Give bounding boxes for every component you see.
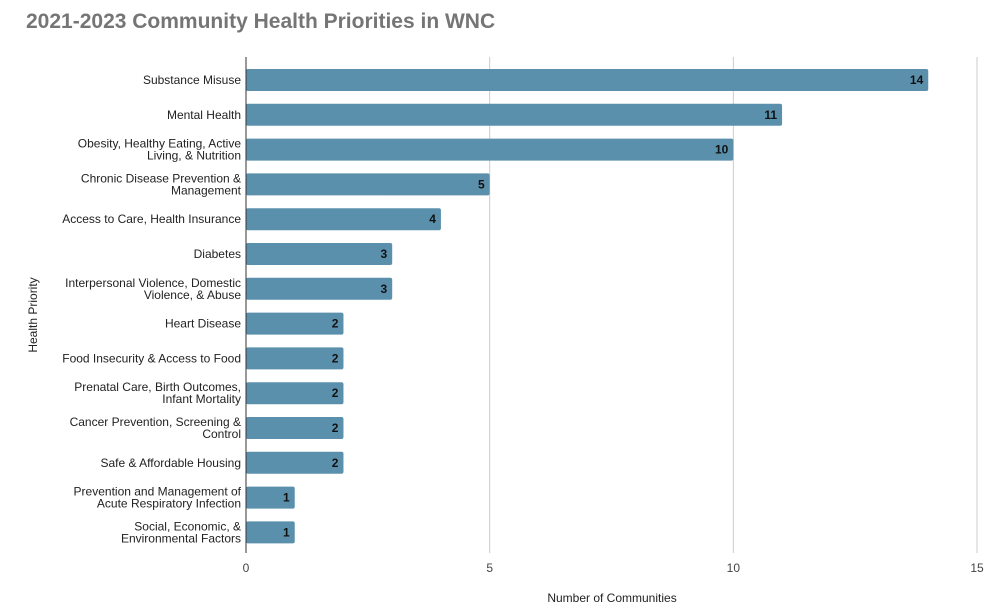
category-label: Acute Respiratory Infection <box>97 497 241 511</box>
bar <box>246 486 295 509</box>
bar-value-label: 1 <box>283 525 290 539</box>
category-label: Cancer Prevention, Screening & <box>70 415 241 429</box>
x-axis-title: Number of Communities <box>547 591 676 605</box>
bar <box>246 173 490 196</box>
category-label: Environmental Factors <box>121 531 241 545</box>
bar-value-label: 2 <box>332 386 339 400</box>
category-label: Prenatal Care, Birth Outcomes, <box>74 380 241 394</box>
bar <box>246 69 929 91</box>
category-label: Violence, & Abuse <box>144 288 242 302</box>
bar <box>246 347 344 370</box>
category-label: Management <box>171 183 242 197</box>
category-label: Safe & Affordable Housing <box>100 456 241 470</box>
bar-value-label: 2 <box>332 421 339 435</box>
x-tick-label: 10 <box>727 561 741 575</box>
bar <box>246 103 783 126</box>
category-label: Prevention and Management of <box>74 485 242 499</box>
bar <box>246 208 441 231</box>
x-axis-ticks: 0 5 10 15 <box>243 561 984 575</box>
category-label: Obesity, Healthy Eating, Active <box>78 137 242 151</box>
bar-value-label: 5 <box>478 177 485 191</box>
category-label: Heart Disease <box>165 317 241 331</box>
bar-value-label: 14 <box>910 73 924 87</box>
bar-value-label: 2 <box>332 317 339 331</box>
category-label: Food Insecurity & Access to Food <box>62 351 241 365</box>
gridlines <box>489 57 978 553</box>
category-labels: Substance Misuse Mental Health Obesity, He… <box>62 73 241 545</box>
y-axis-title: Health Priority <box>26 277 40 352</box>
x-tick-label: 15 <box>970 561 984 575</box>
bar-value-label: 11 <box>764 108 777 122</box>
category-label: Substance Misuse <box>143 73 241 87</box>
category-label: Access to Care, Health Insurance <box>62 212 241 226</box>
category-label: Diabetes <box>194 247 241 261</box>
bar <box>246 277 393 300</box>
category-label: Mental Health <box>167 108 241 122</box>
bar-value-label: 3 <box>381 247 388 261</box>
category-label: Interpersonal Violence, Domestic <box>65 276 241 290</box>
bar-value-label: 2 <box>332 351 339 365</box>
category-label: Chronic Disease Prevention & <box>81 171 241 185</box>
bar-value-label: 4 <box>429 212 436 226</box>
x-tick-label: 0 <box>243 561 250 575</box>
bar-value-label: 1 <box>283 491 290 505</box>
bar <box>246 138 734 161</box>
bar-value-label: 3 <box>381 282 388 296</box>
bar <box>246 382 344 405</box>
chart-title: 2021-2023 Community Health Priorities in… <box>26 10 496 33</box>
bar <box>246 417 344 439</box>
bar-value-label: 10 <box>715 143 729 157</box>
x-tick-label: 5 <box>486 561 493 575</box>
bar <box>246 451 344 474</box>
category-label: Social, Economic, & <box>134 519 241 533</box>
bar <box>246 243 393 265</box>
bar-value-label: 2 <box>332 456 339 470</box>
bar <box>246 521 295 544</box>
category-label: Control <box>202 427 241 441</box>
category-label: Infant Mortality <box>162 392 241 406</box>
bar <box>246 312 344 335</box>
category-label: Living, & Nutrition <box>147 149 241 163</box>
